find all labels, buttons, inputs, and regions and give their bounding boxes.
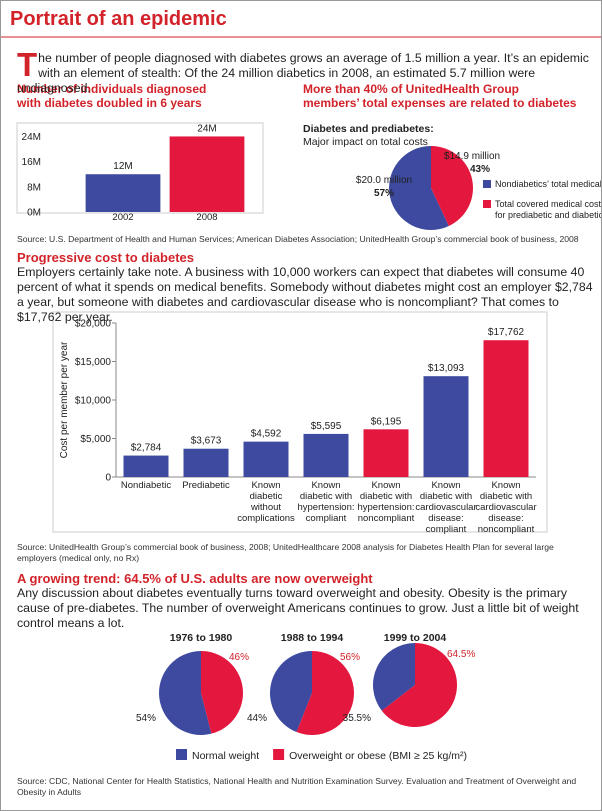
y-tick-label: 0 bbox=[105, 473, 111, 484]
intro: The number of people diagnosed with diab… bbox=[17, 46, 589, 95]
y-axis-label: Cost per member per year bbox=[59, 341, 70, 458]
paragraph: Employers certainly take note. A busines… bbox=[17, 265, 593, 324]
legend-swatch bbox=[273, 749, 285, 760]
value-label: $2,784 bbox=[131, 443, 162, 454]
x-tick-label: Known diabetic with cardiovascular disease:… bbox=[415, 480, 476, 535]
x-tick-label: Known diabetic with hypertension: noncompli… bbox=[357, 480, 414, 524]
subtitle: Major impact on total costs bbox=[303, 136, 428, 148]
source: Source: UnitedHealth Group’s commercial … bbox=[17, 542, 554, 563]
x-tick-label: Known diabetic with cardiovascular disease:… bbox=[475, 480, 536, 535]
x-tick-label: Known diabetic without complications bbox=[237, 480, 295, 524]
legend-label: Normal weight bbox=[192, 750, 259, 762]
value-label: $4,592 bbox=[251, 429, 282, 440]
paragraph: Any discussion about diabetes eventually… bbox=[17, 586, 579, 630]
bar bbox=[85, 174, 161, 212]
value-label: 54% bbox=[136, 713, 156, 724]
chart-title: 1988 to 1994 bbox=[281, 632, 344, 644]
y-tick-label: 0M bbox=[27, 208, 41, 219]
y-tick-label: 8M bbox=[27, 182, 41, 193]
bar bbox=[423, 376, 469, 477]
pie-slice bbox=[159, 651, 212, 735]
pie-slice bbox=[388, 146, 449, 231]
legend-label: Nondiabetics’ total medical costs bbox=[495, 179, 602, 189]
section-heading: Progressive cost to diabetes bbox=[17, 250, 195, 265]
pie-slice bbox=[269, 651, 312, 733]
chart-title: 1976 to 1980 bbox=[170, 632, 233, 644]
source: Source: U.S. Department of Health and Hu… bbox=[17, 234, 579, 244]
value-label: 12M bbox=[113, 161, 132, 172]
section-heading: A growing trend: 64.5% of U.S. adults ar… bbox=[17, 571, 373, 586]
bar bbox=[123, 455, 169, 477]
legend-swatch bbox=[176, 749, 187, 760]
x-tick-label: Prediabetic bbox=[182, 480, 230, 491]
source: Source: CDC, National Center for Health … bbox=[17, 776, 577, 797]
bar bbox=[303, 433, 349, 477]
value-label: $13,093 bbox=[428, 363, 465, 374]
pie-slice bbox=[296, 651, 354, 735]
x-tick-label: 2002 bbox=[112, 212, 133, 223]
value-label: 64.5% bbox=[447, 649, 475, 660]
pie-slice bbox=[381, 643, 457, 727]
legend-label: Total covered medical costs for prediabet… bbox=[495, 199, 602, 220]
pie-slice bbox=[201, 650, 244, 734]
amount-label: $20.0 million bbox=[356, 175, 412, 186]
bar bbox=[169, 136, 245, 212]
pie-slice bbox=[431, 146, 473, 227]
chart-title: Number of individuals diagnosed with diab… bbox=[16, 82, 206, 110]
value-label: 44% bbox=[247, 713, 267, 724]
pie-slice bbox=[373, 643, 415, 711]
legend-label: Overweight or obese (BMI ≥ 25 kg/m²) bbox=[289, 750, 467, 762]
value-label: 24M bbox=[197, 123, 216, 134]
chart-title: More than 40% of UnitedHealth Group membe… bbox=[303, 82, 577, 110]
value-label: 43% bbox=[470, 164, 490, 175]
x-tick-label: Nondiabetic bbox=[121, 480, 171, 491]
y-tick-label: $20,000 bbox=[75, 319, 112, 330]
subtitle: Diabetes and prediabetes: bbox=[303, 123, 434, 135]
bar bbox=[363, 429, 409, 477]
y-tick-label: $15,000 bbox=[75, 357, 112, 368]
amount-label: $14.9 million bbox=[444, 151, 500, 162]
bar bbox=[183, 448, 229, 477]
y-tick-label: 24M bbox=[22, 132, 41, 143]
chart-title: 1999 to 2004 bbox=[384, 632, 447, 644]
bar bbox=[243, 441, 289, 477]
value-label: $6,195 bbox=[371, 416, 402, 427]
x-tick-label: Known diabetic with hypertension: compliant bbox=[297, 480, 354, 524]
value-label: 35.5% bbox=[343, 713, 371, 724]
value-label: 46% bbox=[229, 652, 249, 663]
value-label: $3,673 bbox=[191, 436, 222, 447]
y-tick-label: $5,000 bbox=[80, 434, 111, 445]
x-tick-label: 2008 bbox=[196, 212, 217, 223]
value-label: $5,595 bbox=[311, 421, 342, 432]
legend-swatch bbox=[483, 180, 491, 188]
y-tick-label: $10,000 bbox=[75, 396, 112, 407]
y-tick-label: 16M bbox=[22, 157, 41, 168]
value-label: 57% bbox=[374, 188, 394, 199]
bar bbox=[483, 340, 529, 477]
value-label: $17,762 bbox=[488, 327, 525, 338]
value-label: 56% bbox=[340, 652, 360, 663]
page-title: Portrait of an epidemic bbox=[10, 8, 227, 30]
legend-swatch bbox=[483, 200, 491, 208]
